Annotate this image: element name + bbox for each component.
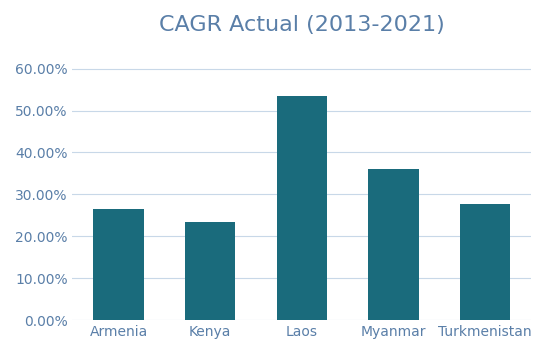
Bar — [94, 209, 144, 320]
Bar — [185, 222, 235, 320]
Bar — [368, 169, 419, 320]
Bar — [277, 96, 327, 320]
Title: CAGR Actual (2013-2021): CAGR Actual (2013-2021) — [159, 15, 444, 35]
Bar — [460, 204, 510, 320]
